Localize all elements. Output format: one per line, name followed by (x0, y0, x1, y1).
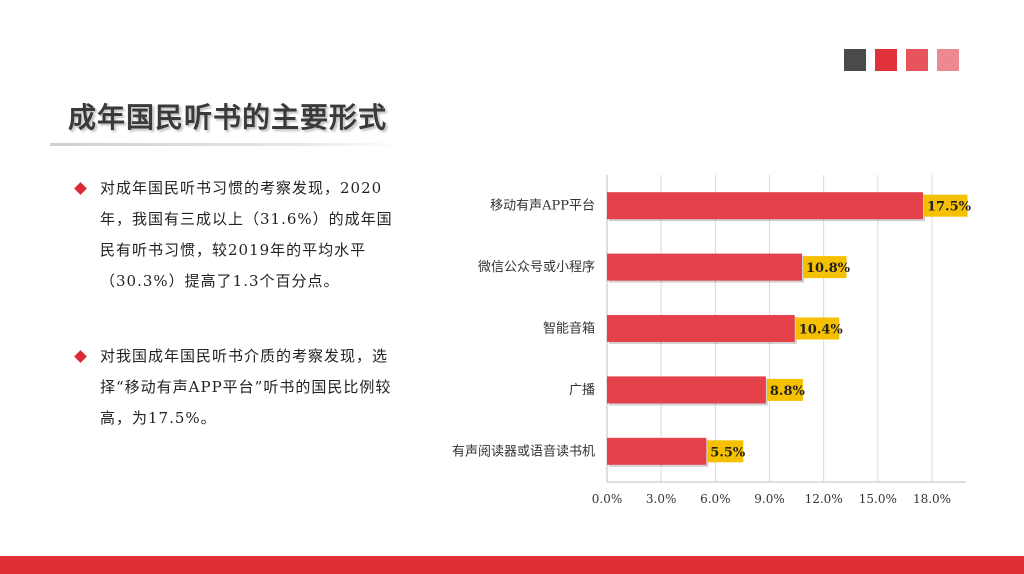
x-tick-label: 9.0% (754, 492, 785, 506)
category-label: 广播 (569, 383, 595, 398)
x-tick-label: 15.0% (859, 492, 897, 506)
x-tick-label: 3.0% (646, 492, 677, 506)
category-label: 智能音箱 (543, 321, 595, 337)
bar (607, 192, 923, 220)
bullet-text-1: 对成年国民听书习惯的考察发现，2020年，我国有三成以上（31.6%）的成年国民… (100, 179, 393, 290)
category-label: 移动有声APP平台 (490, 199, 595, 214)
bar (607, 437, 707, 465)
x-tick-label: 6.0% (700, 492, 731, 506)
data-label: 8.8% (770, 384, 806, 399)
page-title: 成年国民听书的主要形式 (68, 101, 388, 134)
data-label-bg (707, 440, 744, 463)
bar (607, 376, 766, 404)
category-label: 微信公众号或小程序 (478, 260, 595, 275)
data-label-bg (803, 256, 847, 279)
accent-square-4 (937, 49, 959, 71)
bar (607, 315, 795, 342)
accent-squares (844, 49, 959, 71)
title-underline (50, 143, 400, 146)
x-tick-label: 12.0% (805, 492, 843, 506)
data-label: 10.4% (799, 323, 844, 338)
bar (607, 253, 802, 281)
data-label-bg (923, 194, 968, 217)
bullet-text-2: 对我国成年国民听书介质的考察发现，选择“移动有声APP平台”听书的国民比例较高，… (100, 347, 392, 427)
x-tick-label: 0.0% (592, 492, 623, 506)
footer-bar (0, 556, 1024, 574)
data-label: 10.8% (806, 261, 851, 276)
accent-square-2 (875, 49, 897, 71)
data-label: 5.5% (710, 445, 746, 460)
accent-square-1 (844, 49, 866, 71)
accent-square-3 (906, 49, 928, 71)
data-label: 17.5% (927, 200, 972, 215)
bullet-1: 对成年国民听书习惯的考察发现，2020年，我国有三成以上（31.6%）的成年国民… (74, 173, 406, 297)
category-label: 有声阅读器或语音读书机 (452, 443, 595, 459)
x-tick-label: 18.0% (913, 492, 951, 506)
bullet-2: 对我国成年国民听书介质的考察发现，选择“移动有声APP平台”听书的国民比例较高，… (74, 341, 406, 434)
data-label-bg (766, 378, 803, 401)
data-label-bg (795, 317, 840, 340)
